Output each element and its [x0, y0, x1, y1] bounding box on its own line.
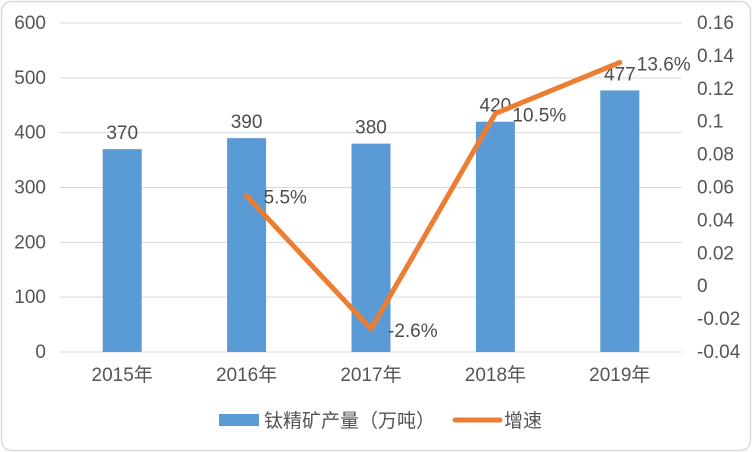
- category-axis-labels: 2015年 2016年 2017年 2018年 2019年: [92, 364, 651, 386]
- legend-bar-swatch: [219, 414, 259, 426]
- line-value-label: 5.5%: [264, 188, 307, 209]
- right-axis-tick: 0.08: [697, 145, 734, 166]
- left-axis-tick: 400: [14, 123, 46, 144]
- bar-value-label: 390: [231, 112, 263, 133]
- category-label: 2015年: [92, 364, 153, 386]
- left-axis-tick: 500: [14, 68, 46, 89]
- legend-line-label: 增速: [504, 410, 542, 432]
- right-axis-tick: 0.1: [697, 112, 723, 133]
- left-axis-tick: 100: [14, 287, 46, 308]
- category-label: 2017年: [340, 364, 401, 386]
- category-label: 2016年: [216, 364, 277, 386]
- right-axis-tick: 0.14: [697, 46, 734, 67]
- right-axis-tick: 0.16: [697, 13, 734, 34]
- category-label: 2019年: [589, 364, 650, 386]
- left-axis-tick: 300: [14, 178, 46, 199]
- left-axis-tick: 600: [14, 13, 46, 34]
- line-data-labels: 5.5% -2.6% 10.5% 13.6%: [264, 54, 691, 341]
- left-axis-tick-labels: 600 500 400 300 200 100 0: [14, 13, 46, 363]
- right-axis-tick: 0: [697, 276, 708, 297]
- legend-bar-label: 钛精矿产量（万吨）: [264, 410, 435, 432]
- bar-value-label: 380: [355, 118, 387, 139]
- legend: 钛精矿产量（万吨） 增速: [219, 410, 542, 432]
- right-axis-tick: 0.04: [697, 210, 734, 231]
- growth-line: [244, 59, 623, 332]
- category-label: 2018年: [465, 364, 526, 386]
- bar: [475, 121, 515, 352]
- bar: [102, 149, 142, 352]
- line-series: [244, 59, 623, 332]
- bar-value-label: 477: [604, 64, 636, 85]
- bar-value-label: 370: [106, 123, 138, 144]
- right-axis-tick: 0.12: [697, 79, 734, 100]
- bar: [600, 90, 640, 352]
- bar: [227, 138, 267, 352]
- line-value-label: 10.5%: [512, 105, 566, 126]
- line-value-label: 13.6%: [637, 54, 691, 75]
- line-value-label: -2.6%: [388, 321, 438, 342]
- left-axis-tick: 200: [14, 232, 46, 253]
- right-axis-tick-labels: 0.16 0.14 0.12 0.1 0.08 0.06 0.04 0.02 0 -0.02 -0.…: [697, 13, 741, 363]
- bar-series: [102, 90, 640, 352]
- bar: [351, 143, 391, 352]
- right-axis-tick: 0.06: [697, 178, 734, 199]
- left-axis-tick: 0: [35, 342, 46, 363]
- right-axis-tick: -0.04: [697, 342, 741, 363]
- right-axis-tick: 0.02: [697, 243, 734, 264]
- right-axis-tick: -0.02: [697, 309, 740, 330]
